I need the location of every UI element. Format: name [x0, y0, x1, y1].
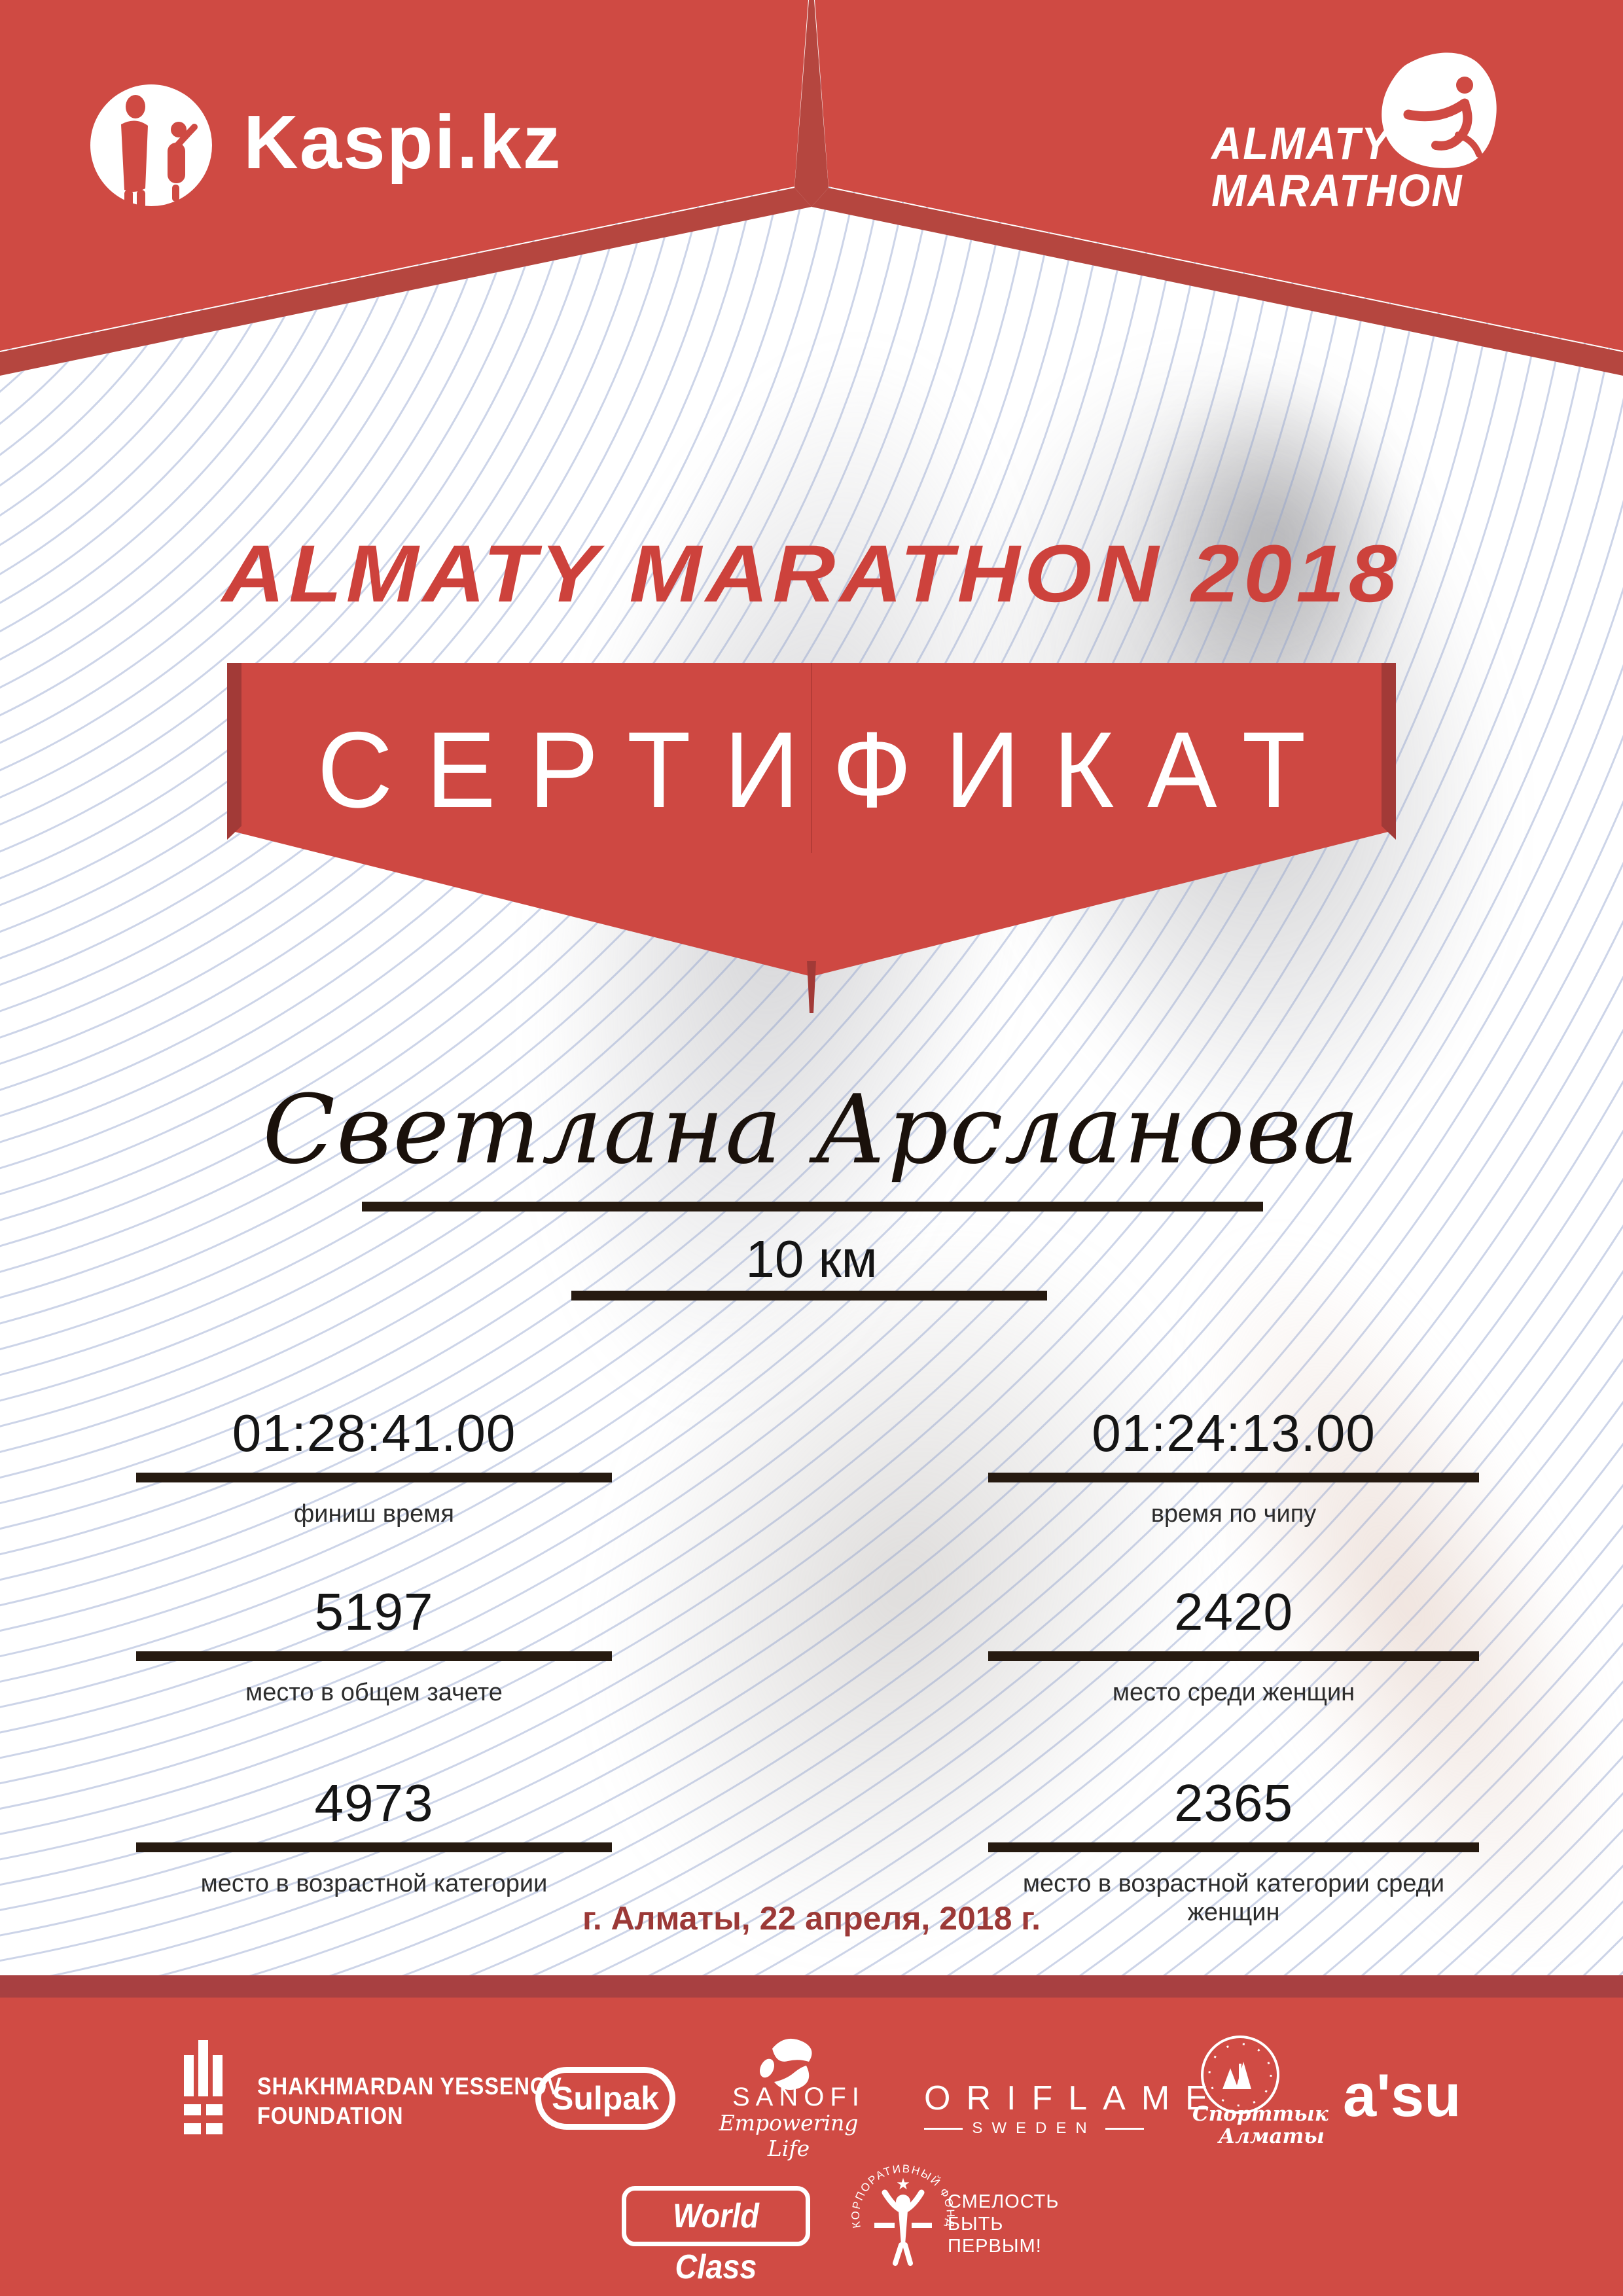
photo-blob	[1132, 367, 1414, 707]
stat-label: время по чипу	[1150, 1500, 1317, 1528]
certificate-label: СЕРТИФИКАТ	[317, 709, 1339, 830]
yessenov-foundation-icon	[184, 2040, 223, 2134]
stat-value: 5197	[314, 1583, 434, 1641]
fund-star-icon: ★	[896, 2176, 910, 2193]
stat-value: 01:28:41.00	[232, 1404, 516, 1462]
header-fold-spike	[794, 0, 829, 207]
sponsor-sulpak-text: Sulpak	[552, 2080, 659, 2117]
stat-label: место в общем зачете	[245, 1679, 503, 1706]
page-title: ALMATY MARATHON 2018	[222, 529, 1401, 619]
sponsor-world-class-text: World Class	[673, 2197, 759, 2286]
sanofi-bird-icon	[760, 2038, 812, 2090]
footer-background	[0, 1998, 1623, 2296]
stat-underline	[988, 1473, 1479, 1482]
stat-value: 2420	[1174, 1583, 1293, 1641]
stat-underline	[988, 1842, 1479, 1852]
stat-chip-time: 01:24:13.00 время по чипу	[988, 1394, 1479, 1528]
stat-label: финиш время	[294, 1500, 454, 1528]
sponsor-sport-almaty-line2: Алматы	[1219, 2125, 1325, 2148]
sponsor-sulpak-logo: Sulpak	[535, 2067, 675, 2130]
kaspi-logo-text: Kaspi.kz	[243, 99, 562, 185]
stat-underline	[136, 1842, 612, 1852]
stat-overall-place: 5197 место в общем зачете	[136, 1573, 612, 1707]
fund-slogan-line2: БЫТЬ	[948, 2214, 1004, 2234]
sponsor-sanofi-text: SANOFI	[732, 2083, 865, 2111]
participant-name: Светлана Арсланова	[262, 1075, 1361, 1185]
stat-label: место в возрастной категории среди женщи…	[1022, 1870, 1445, 1926]
stat-age-category-place: 4973 место в возрастной категории	[136, 1764, 612, 1898]
fund-runner-icon: КОРПОРАТИВНЫЙ ФОНД ★	[849, 2162, 955, 2266]
sponsor-sanofi-tagline: Empowering Life	[719, 2110, 859, 2161]
stat-value: 2365	[1174, 1774, 1293, 1832]
stat-finish-time: 01:28:41.00 финиш время	[136, 1394, 612, 1528]
footer-logo-icons: КОРПОРАТИВНЫЙ ФОНД ★	[184, 2036, 1279, 2266]
sponsor-world-class-logo: World Class	[622, 2186, 810, 2286]
stat-underline	[988, 1651, 1479, 1661]
fund-slogan-line3: ПЕРВЫМ!	[948, 2236, 1042, 2257]
header-banner	[0, 0, 1623, 376]
fund-slogan-line1: СМЕЛОСТЬ	[948, 2191, 1060, 2212]
sponsor-oriflame-text: ORIFLAME	[924, 2079, 1224, 2117]
rule-line	[1105, 2127, 1144, 2130]
stat-age-category-women-place: 2365 место в возрастной категории среди …	[988, 1764, 1479, 1927]
kaspi-logo-icon	[90, 84, 212, 216]
almaty-marathon-logo-line2: MARATHON	[1211, 165, 1463, 216]
sponsor-oriflame-sweden: SWEDEN	[972, 2119, 1096, 2137]
certificate-pennant	[227, 663, 1396, 1013]
almaty-marathon-logo-icon	[1382, 52, 1497, 168]
stat-value: 01:24:13.00	[1092, 1404, 1376, 1462]
distance-value: 10 км	[745, 1230, 878, 1288]
sponsor-oriflame-subline: SWEDEN	[924, 2119, 1144, 2138]
sponsor-asu-logo: a'su	[1343, 2062, 1461, 2129]
sponsor-yessenov-line1: SHAKHMARDAN YESSENOV	[257, 2073, 562, 2100]
stat-women-place: 2420 место среди женщин	[988, 1573, 1479, 1707]
sport-almaty-emblem-icon	[1201, 2036, 1279, 2114]
name-underline	[362, 1202, 1263, 1211]
stat-value: 4973	[314, 1774, 434, 1832]
event-date-location: г. Алматы, 22 апреля, 2018 г.	[582, 1900, 1041, 1937]
sponsor-sport-almaty-line1: Спорттык	[1192, 2102, 1329, 2126]
stat-underline	[136, 1473, 612, 1482]
almaty-marathon-logo-line1: ALMATY	[1211, 118, 1391, 169]
sponsor-yessenov-line2: FOUNDATION	[257, 2102, 404, 2129]
stat-label: место в возрастной категории	[200, 1870, 548, 1897]
stat-label: место среди женщин	[1112, 1679, 1355, 1706]
distance-underline	[571, 1291, 1047, 1300]
stat-underline	[136, 1651, 612, 1661]
footer-divider-strip	[0, 1975, 1623, 1998]
rule-line	[924, 2127, 963, 2130]
